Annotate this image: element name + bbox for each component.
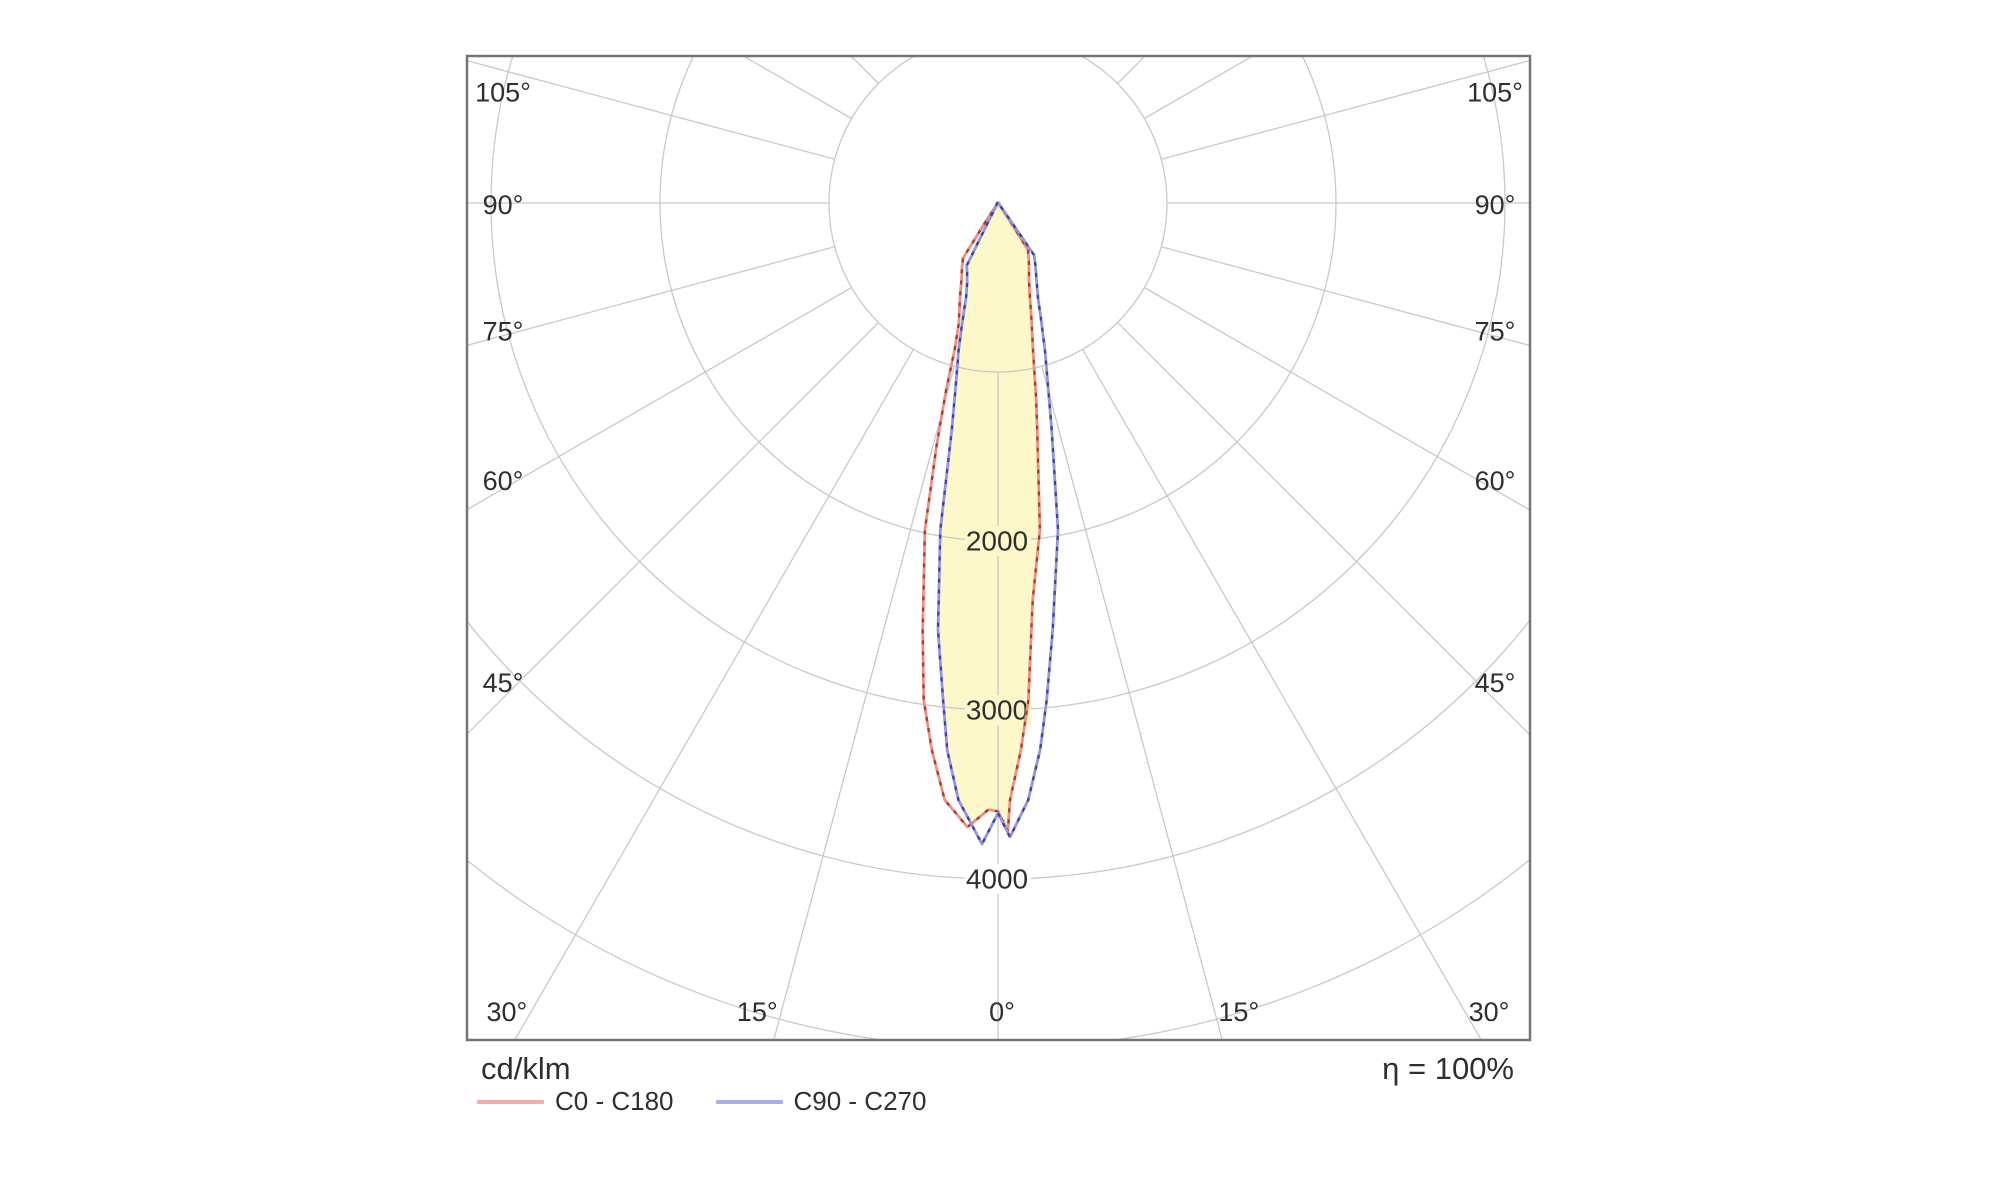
angle-label-bottom-30: 30°	[1469, 997, 1510, 1027]
curve-c90-c270-dashes	[936, 201, 1060, 846]
light-output-ratio-label: η = 100%	[1382, 1051, 1514, 1086]
curve-c0-c180-dashes	[921, 201, 1041, 833]
grid-spoke-165	[1042, 0, 1386, 40]
angle-label-bottom-0: 0°	[989, 997, 1015, 1027]
angle-label-left-60: 60°	[483, 466, 524, 496]
grid-spoke--150	[912, 56, 915, 57]
angle-label-left-90: 90°	[483, 190, 524, 220]
grid-spoke--165	[610, 0, 954, 40]
angle-label-left-105: 105°	[475, 77, 531, 107]
unit-label: cd/klm	[481, 1051, 571, 1086]
plot-border	[465, 54, 1532, 1042]
ring-label-bg-4000	[965, 864, 1031, 894]
angle-label-left-75: 75°	[483, 317, 524, 347]
beam-fill	[937, 202, 1041, 828]
grid-spoke-135	[1117, 56, 1146, 84]
ring-label-4000: 4000	[966, 864, 1028, 895]
grid-spoke--105	[467, 60, 835, 160]
grid-spoke-45	[1117, 322, 1530, 736]
legend-swatch-c0-c180	[477, 1099, 544, 1104]
grid-spoke--75	[467, 246, 835, 346]
grid-spoke-120	[1144, 56, 1254, 120]
grid-spoke--15	[773, 366, 955, 1040]
angle-label-right-75: 75°	[1475, 317, 1516, 347]
angle-label-bottom-15: 15°	[1218, 997, 1259, 1027]
ring-label-bg-3000	[965, 695, 1031, 725]
angle-label-bottom--15: 15°	[737, 997, 778, 1027]
grid-spoke--135	[850, 56, 879, 84]
ring-label-2000: 2000	[966, 526, 1028, 557]
grid-spoke-30	[1081, 349, 1482, 1040]
grid-spoke-105	[1161, 59, 1530, 160]
grid-spoke--60	[467, 286, 852, 511]
angle-label-right-60: 60°	[1475, 466, 1516, 496]
grid-spoke--45	[467, 322, 879, 735]
legend-swatch-c90-c270	[715, 1099, 783, 1104]
grid-spoke-150	[1081, 56, 1084, 57]
angle-label-bottom--30: 30°	[487, 997, 528, 1027]
legend-label-c0-c180: C0 - C180	[555, 1086, 674, 1116]
angle-label-right-45: 45°	[1475, 668, 1516, 698]
ring-label-bg-2000	[965, 526, 1031, 556]
grid-spoke-75	[1161, 246, 1530, 347]
angle-label-right-90: 90°	[1475, 190, 1516, 220]
grid-spoke-60	[1144, 286, 1530, 511]
angle-label-right-105: 105°	[1467, 77, 1523, 107]
grid-spoke--30	[514, 349, 915, 1040]
ring-label-3000: 3000	[966, 695, 1028, 726]
angle-label-left-45: 45°	[483, 668, 524, 698]
grid-spoke-15	[1041, 366, 1223, 1040]
grid-spoke--120	[742, 56, 852, 120]
legend-label-c90-c270: C90 - C270	[793, 1086, 927, 1116]
legend: C0 - C180 C90 - C270	[477, 1086, 968, 1117]
